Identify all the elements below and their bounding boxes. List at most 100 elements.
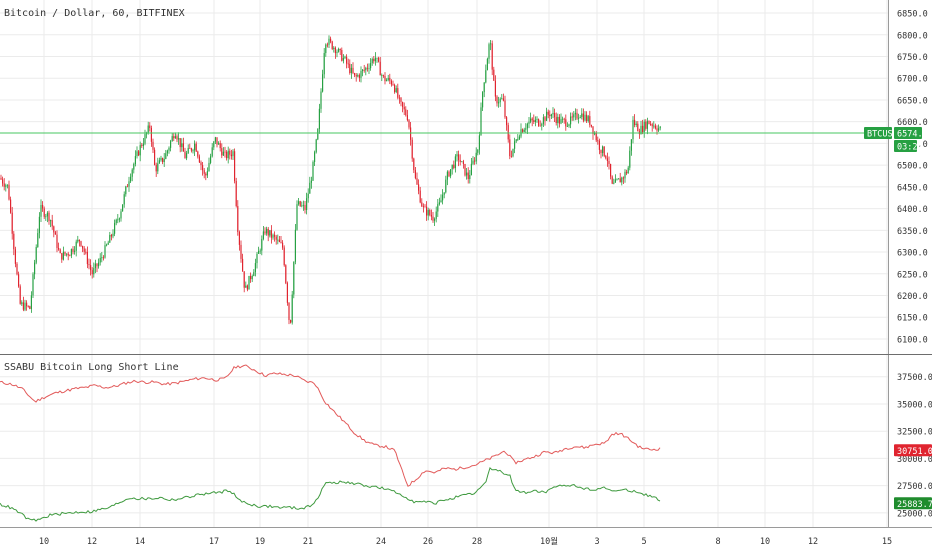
candle-body (240, 244, 242, 259)
candle-body (157, 163, 159, 172)
candle-body (69, 255, 71, 257)
candle-body (334, 47, 336, 54)
candle-body (400, 97, 402, 102)
candle-body (51, 220, 53, 227)
countdown-badge: 03:27 (894, 139, 923, 152)
candle-body (368, 68, 370, 69)
candle-body (493, 69, 495, 81)
candle-body (189, 147, 191, 149)
candle-body (397, 88, 399, 98)
candle-body (306, 198, 308, 210)
symbol-badge: BTCUSD (864, 126, 898, 139)
candle-body (72, 249, 74, 252)
candle-body (414, 170, 416, 179)
candle-body (77, 239, 79, 242)
candle-body (634, 119, 636, 126)
candle-body (565, 119, 567, 127)
candle-body (370, 63, 372, 69)
candle-body (467, 172, 469, 179)
candle-body (363, 69, 365, 71)
candle-body (341, 50, 343, 61)
time-axis-tick: 15 (882, 537, 892, 547)
candle-body (202, 165, 204, 171)
candle-body (230, 154, 232, 157)
candle-body (258, 250, 260, 254)
candle-body (611, 176, 613, 184)
candle-body (50, 220, 52, 222)
candle-body (328, 38, 330, 45)
candle-body (2, 179, 4, 184)
candle-body (485, 70, 487, 83)
candle-body (18, 274, 20, 287)
candle-body (142, 143, 144, 146)
candle-body (438, 202, 440, 205)
candle-body (282, 242, 284, 248)
candle-body (430, 214, 432, 217)
candle-body (360, 71, 362, 78)
candle-body (421, 202, 423, 207)
candle-body (366, 67, 368, 69)
candle-body (3, 183, 5, 187)
candle-body (656, 128, 658, 131)
candle-body (213, 141, 215, 148)
candle-body (13, 233, 15, 250)
candle-body (187, 147, 189, 154)
candle-body (150, 128, 152, 142)
candle-body (632, 119, 634, 140)
candle-body (208, 162, 210, 172)
candle-body (630, 139, 632, 151)
candle-body (557, 116, 559, 124)
candle-body (104, 245, 106, 258)
candle-body (38, 216, 40, 234)
candle-body (229, 150, 231, 155)
candle-body (542, 117, 544, 124)
candle-body (120, 211, 122, 219)
price-badge-text: 6574.0 (897, 129, 928, 139)
candle-body (643, 121, 645, 133)
candle-body (470, 163, 472, 175)
candle-body (587, 116, 589, 122)
indicator-axis-tick: 37500.0000 (897, 373, 932, 383)
candle-body (600, 149, 602, 153)
candle-body (198, 156, 200, 163)
candle-body (536, 119, 538, 120)
candle-body (501, 98, 503, 100)
candle-body (395, 88, 397, 93)
candle-body (226, 151, 228, 159)
candle-body (222, 151, 224, 156)
candle-body (205, 173, 207, 176)
candle-body (477, 149, 479, 153)
candle-body (242, 258, 244, 272)
candle-body (315, 139, 317, 153)
candle-body (277, 239, 279, 241)
candle-body (195, 143, 197, 152)
candle-body (597, 140, 599, 142)
candle-body (259, 250, 261, 252)
candle-body (16, 263, 18, 275)
candle-body (384, 75, 386, 82)
candle-body (290, 320, 292, 323)
candle-body (22, 302, 24, 310)
candle-body (622, 177, 624, 179)
candle-body (27, 306, 29, 307)
candle-body (86, 251, 88, 265)
candle-body (211, 147, 213, 157)
candle-body (629, 150, 631, 168)
candle-body (181, 143, 183, 148)
candle-body (118, 218, 120, 220)
candle-body (526, 123, 528, 129)
candle-body (517, 139, 519, 140)
candle-body (130, 176, 132, 182)
candle-body (390, 80, 392, 85)
time-axis-tick: 10월 (540, 536, 558, 547)
long-line (0, 364, 661, 487)
candle-body (30, 295, 32, 309)
candle-body (149, 125, 151, 129)
symbol-title: Bitcoin / Dollar, 60, BITFINEX (4, 8, 185, 19)
price-axis-tick: 6500.0 (897, 162, 928, 172)
candle-body (83, 248, 85, 252)
candle-body (136, 151, 138, 157)
candle-body (338, 48, 340, 52)
